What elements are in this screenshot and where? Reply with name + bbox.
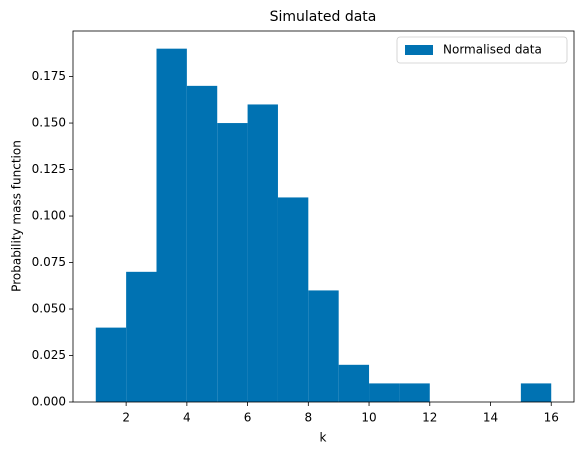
y-tick-label: 0.100	[32, 209, 66, 223]
y-tick-label: 0.150	[32, 116, 66, 130]
y-axis-label: Probability mass function	[10, 140, 24, 292]
bar	[95, 327, 127, 402]
legend-box	[396, 36, 568, 64]
bar	[156, 48, 187, 403]
x-tick-label: 10	[361, 411, 376, 425]
y-tick-label: 0.175	[32, 69, 66, 83]
bar	[338, 364, 370, 402]
y-tick-label: 0.000	[32, 395, 66, 409]
y-tick-label: 0.125	[32, 162, 66, 176]
bar	[247, 104, 278, 402]
x-tick-label: 6	[244, 411, 252, 425]
x-tick-label: 4	[183, 411, 191, 425]
x-tick-label: 2	[122, 411, 130, 425]
bar	[126, 271, 157, 402]
bar	[277, 197, 309, 402]
legend-swatch	[405, 45, 433, 55]
bar	[369, 383, 400, 402]
x-tick-label: 16	[544, 411, 559, 425]
x-axis-label: k	[320, 431, 327, 445]
chart-title: Simulated data	[270, 9, 377, 25]
bar	[186, 85, 218, 402]
y-tick-label: 0.075	[32, 255, 66, 269]
legend-label: Normalised data	[443, 43, 542, 57]
plot-frame	[72, 30, 575, 403]
bar	[399, 383, 430, 402]
x-tick-label: 14	[483, 411, 498, 425]
bar	[308, 290, 339, 402]
bar	[520, 383, 552, 402]
y-tick-label: 0.050	[32, 302, 66, 316]
bar	[217, 123, 248, 402]
x-tick-label: 8	[304, 411, 312, 425]
y-tick-label: 0.025	[32, 348, 66, 362]
x-tick-label: 12	[422, 411, 437, 425]
